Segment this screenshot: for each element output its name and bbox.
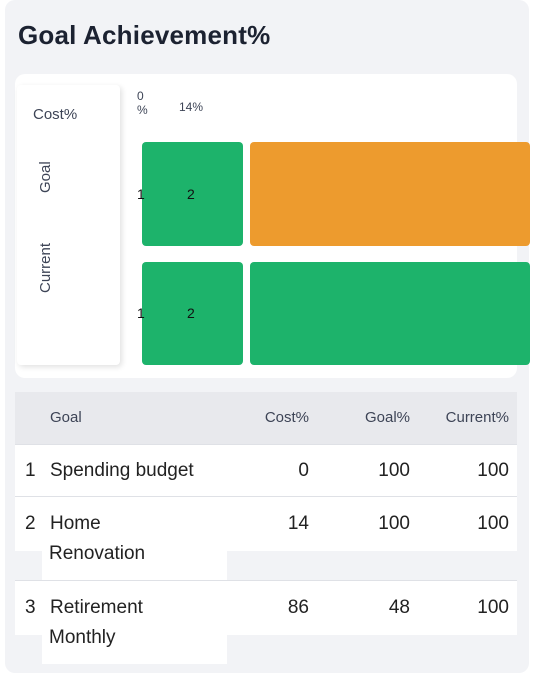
goal-green-block[interactable] [142,142,243,246]
chart-axis-panel: Cost% Goal Current [17,85,120,365]
goal-name-overflow: Renovation [42,543,227,580]
tick-value-0: 0 [137,89,144,103]
page-title: Goal Achievement% [18,20,271,50]
table-row[interactable]: 3 Retirement 86 48 100 [15,580,517,635]
row-index: 3 [25,597,36,618]
goal-pct-value: 100 [378,460,410,481]
row-label-current: Current [37,242,54,293]
goal-pct-value: 100 [378,513,410,534]
current-green-block[interactable] [142,262,243,365]
goal-name-line2: Monthly [49,627,116,648]
goal-name-line2: Renovation [49,543,146,564]
tick-label-14: 14% [179,100,204,114]
cost-axis-label: Cost% [33,106,78,123]
goal-bar-number-2: 2 [187,186,195,202]
goal-pct-value: 48 [388,597,410,618]
row-index: 2 [25,513,36,534]
goal-name: Home [50,513,101,534]
cost-value: 86 [287,597,309,618]
goal-name: Retirement [50,597,143,618]
header-current[interactable]: Current% [445,409,509,426]
row-index: 1 [25,460,36,481]
table-row[interactable]: 2 Home 14 100 100 [15,496,517,551]
current-value: 100 [477,460,509,481]
row-label-goal: Goal [37,161,54,193]
cost-value: 0 [298,460,309,481]
table-header: Goal Cost% Goal% Current% [15,392,517,444]
current-value: 100 [477,597,509,618]
header-goal[interactable]: Goal [50,409,82,426]
goal-bar-number-1: 1 [137,186,145,202]
table-row[interactable]: 1 Spending budget 0 100 100 [15,444,517,497]
current-bar-number-1: 1 [137,305,145,321]
goal-name-overflow: Monthly [42,627,227,664]
header-cost[interactable]: Cost% [264,409,309,426]
goal-orange-block[interactable] [250,142,530,246]
current-green-wide-block[interactable] [250,262,530,365]
current-value: 100 [477,513,509,534]
tick-unit-0: % [137,103,148,117]
tick-label-0: 0 % [137,89,148,117]
goal-name: Spending budget [50,460,194,481]
current-bar-number-2: 2 [187,305,195,321]
cost-value: 14 [287,513,309,534]
header-goal-pct[interactable]: Goal% [364,409,410,426]
